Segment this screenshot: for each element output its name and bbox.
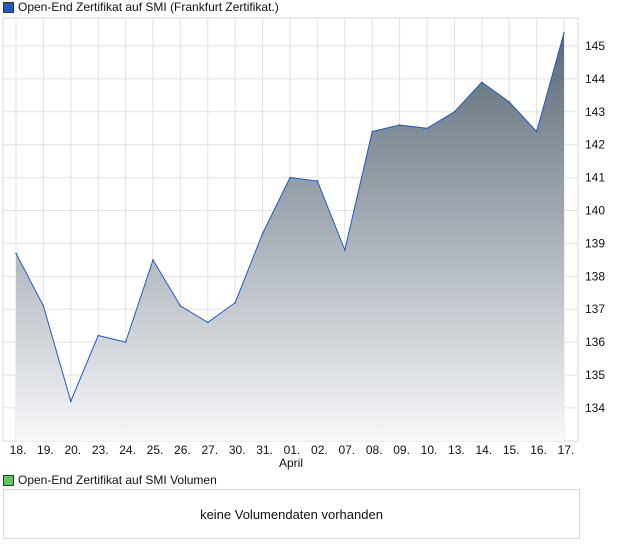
x-tick-label: 14. — [475, 443, 492, 457]
x-tick-label: 16. — [530, 443, 547, 457]
x-tick-label: 07. — [338, 443, 355, 457]
y-tick-label: 137 — [585, 302, 605, 316]
x-tick-label: 01. — [284, 443, 301, 457]
data-point — [207, 321, 209, 324]
x-tick-label: 08. — [366, 443, 383, 457]
y-tick-label: 142 — [585, 138, 605, 152]
price-legend-swatch — [3, 1, 14, 13]
volume-legend-swatch — [3, 474, 14, 486]
y-tick-label: 143 — [585, 105, 605, 119]
data-point — [42, 305, 45, 307]
y-tick-label: 139 — [585, 236, 605, 250]
data-point — [426, 127, 428, 130]
x-tick-label: 15. — [503, 443, 520, 457]
data-point — [398, 124, 401, 126]
x-tick-label: 09. — [393, 443, 410, 457]
data-point — [70, 400, 72, 403]
data-point — [453, 111, 456, 113]
x-tick-label: 26. — [174, 443, 191, 457]
price-chart: 134 135 136 137 138 139 140 141 142 143 144 145 18. 1… — [2, 17, 605, 470]
x-tick-label: 23. — [92, 443, 109, 457]
price-area — [16, 32, 564, 442]
y-tick-label: 141 — [585, 171, 605, 185]
data-point — [481, 81, 483, 83]
y-tick-label: 134 — [585, 401, 605, 415]
y-tick-label: 136 — [585, 335, 605, 349]
data-point — [535, 130, 538, 133]
price-legend-label: Open-End Zertifikat auf SMI (Frankfurt Z… — [18, 0, 279, 14]
x-tick-label: 10. — [421, 443, 438, 457]
data-point — [179, 305, 182, 307]
month-label: April — [279, 456, 303, 470]
x-tick-label: 13. — [448, 443, 465, 457]
data-point — [371, 130, 374, 133]
data-point — [15, 252, 17, 255]
x-tick-label: 31. — [256, 443, 273, 457]
data-point — [234, 301, 236, 304]
data-point — [124, 341, 127, 343]
x-tick-label: 02. — [311, 443, 328, 457]
data-point — [97, 334, 99, 337]
volume-panel: keine Volumendaten vorhanden — [3, 489, 580, 539]
volume-legend-label: Open-End Zertifikat auf SMI Volumen — [18, 473, 217, 487]
x-tick-label: 19. — [37, 443, 54, 457]
data-point — [563, 32, 565, 34]
data-point — [289, 176, 291, 179]
y-tick-label: 135 — [585, 368, 605, 382]
y-tick-label: 138 — [585, 269, 605, 283]
data-point — [152, 259, 154, 261]
y-tick-label: 140 — [585, 204, 605, 218]
x-tick-label: 30. — [229, 443, 246, 457]
y-tick-label: 145 — [585, 39, 605, 53]
y-tick-label: 144 — [585, 72, 605, 86]
x-tick-label: 25. — [147, 443, 164, 457]
price-legend: Open-End Zertifikat auf SMI (Frankfurt Z… — [3, 0, 279, 14]
x-tick-label: 27. — [201, 443, 218, 457]
x-tick-label: 18. — [10, 443, 27, 457]
x-tick-label: 17. — [558, 443, 575, 457]
volume-empty-message: keine Volumendaten vorhanden — [200, 506, 383, 522]
x-tick-label: 24. — [119, 443, 136, 457]
data-point — [344, 249, 346, 251]
volume-legend: Open-End Zertifikat auf SMI Volumen — [3, 473, 217, 487]
x-tick-label: 20. — [64, 443, 81, 457]
data-point — [508, 101, 511, 103]
data-point — [316, 180, 319, 182]
data-point — [261, 232, 264, 235]
